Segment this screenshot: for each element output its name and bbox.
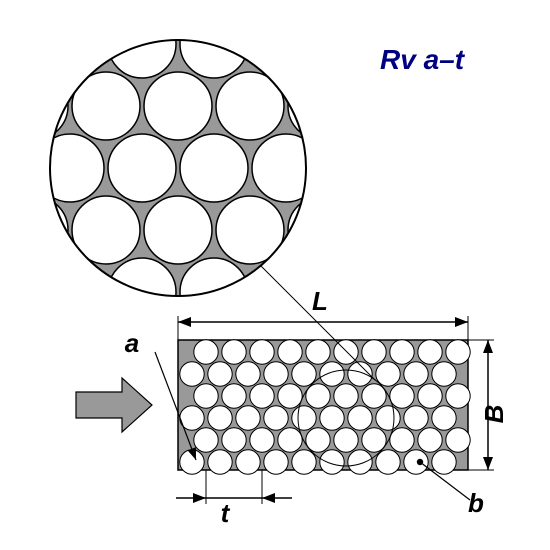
label-B: B bbox=[479, 405, 509, 424]
direction-arrow bbox=[76, 378, 152, 432]
zoom-detail bbox=[0, 10, 356, 326]
perforation-diagram: L Ba b t bbox=[0, 0, 550, 550]
label-b: b bbox=[468, 488, 484, 518]
label-t: t bbox=[221, 498, 231, 528]
label-a: a bbox=[125, 328, 139, 358]
diagram-title: Rv a–t bbox=[380, 44, 464, 76]
perforated-plate bbox=[178, 340, 470, 474]
label-L: L bbox=[312, 286, 328, 316]
